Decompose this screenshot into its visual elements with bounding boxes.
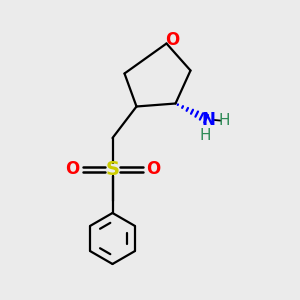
Text: N: N xyxy=(202,111,215,129)
Text: O: O xyxy=(146,160,160,178)
Text: S: S xyxy=(106,160,119,179)
Text: H: H xyxy=(199,128,211,143)
Text: H: H xyxy=(218,113,230,128)
Text: O: O xyxy=(65,160,79,178)
Text: O: O xyxy=(165,31,179,49)
